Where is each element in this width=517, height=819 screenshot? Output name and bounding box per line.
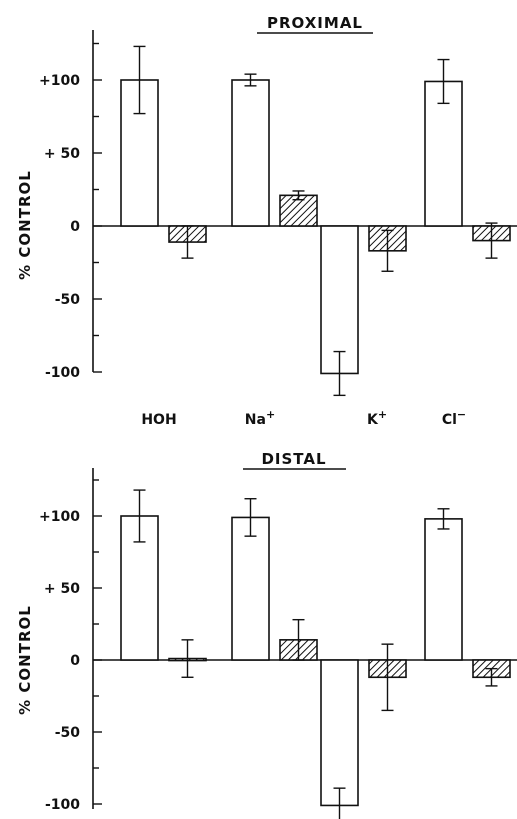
category-label: Na+ <box>245 408 275 428</box>
distal-bar-open <box>424 518 463 661</box>
distal-bar-open <box>320 659 359 807</box>
distal-panel: DISTAL % CONTROL +100 + 50 0 -50 -100 <box>16 450 517 819</box>
proximal-bar-hatched <box>279 194 318 227</box>
proximal-bar-open <box>424 80 463 227</box>
distal-y-axis-label: % CONTROL <box>16 605 34 715</box>
category-label: HOH <box>141 412 176 428</box>
proximal-axes: +100 + 50 0 -50 -100 <box>39 30 517 381</box>
proximal-panel: PROXIMAL % CONTROL +100 + 50 0 -50 -100 <box>16 14 517 397</box>
distal-y-tick-label: +100 <box>39 509 80 525</box>
proximal-bars <box>120 45 511 397</box>
distal-bar-open <box>231 516 270 661</box>
proximal-y-tick-label: + 50 <box>44 146 80 162</box>
proximal-y-axis-label: % CONTROL <box>16 170 34 280</box>
proximal-y-tick-label: +100 <box>39 73 80 89</box>
proximal-y-tick-label: -50 <box>55 292 81 308</box>
distal-y-tick-label: + 50 <box>44 581 80 597</box>
category-label: Cl− <box>442 408 466 428</box>
distal-title: DISTAL <box>261 450 326 468</box>
category-label: K+ <box>367 408 387 428</box>
distal-y-tick-label: -50 <box>55 725 81 741</box>
distal-y-tick-label: -100 <box>45 797 80 813</box>
distal-y-tick-label: 0 <box>70 653 80 669</box>
proximal-y-tick-label: 0 <box>70 219 80 235</box>
proximal-bar-open <box>320 225 359 375</box>
category-labels: HOH Na+ K+ Cl− <box>141 408 466 428</box>
proximal-bar-open <box>231 79 270 227</box>
distal-bars <box>120 489 511 819</box>
proximal-y-tick-label: -100 <box>45 365 80 381</box>
proximal-title: PROXIMAL <box>267 14 363 32</box>
